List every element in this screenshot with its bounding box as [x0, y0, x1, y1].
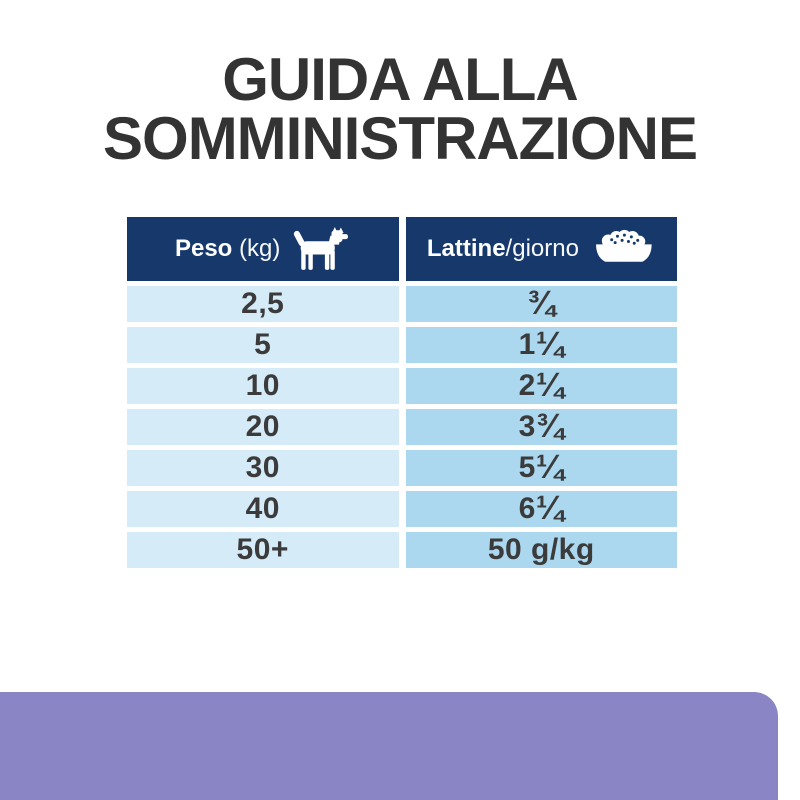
- title-line-2: SOMMINISTRAZIONE: [103, 105, 698, 172]
- cans-cell: 5 ¼: [405, 449, 677, 486]
- cans-cell: 50 g/kg: [405, 532, 677, 568]
- cans-cell: 2 ¼: [405, 367, 677, 404]
- weight-column: Peso (kg) 2,5 5 10 20 30 40 50+: [127, 217, 399, 573]
- cans-cell: 6 ¼: [405, 490, 677, 527]
- dog-icon: [294, 227, 349, 270]
- cans-label-rest: /giorno: [505, 235, 579, 262]
- cans-header-label: Lattine/giorno: [427, 235, 579, 263]
- purple-accent-band: [0, 692, 778, 800]
- weight-cell: 10: [127, 368, 399, 404]
- weight-column-header: Peso (kg): [127, 217, 399, 281]
- weight-cell: 2,5: [127, 286, 399, 322]
- cans-cell: ¾: [405, 285, 677, 322]
- title-line-1: GUIDA ALLA: [222, 46, 579, 113]
- weight-cell: 5: [127, 327, 399, 363]
- food-bowl-icon: [595, 229, 652, 262]
- weight-cell: 40: [127, 491, 399, 527]
- cans-label-bold: Lattine: [426, 235, 506, 262]
- weight-cell: 30: [127, 450, 399, 486]
- cans-column: Lattine/giorno: [405, 217, 677, 573]
- feeding-guide-table: Peso (kg) 2,5 5 10 20 30 40 50+ Latt: [127, 217, 677, 573]
- cans-column-header: Lattine/giorno: [405, 217, 677, 281]
- weight-header-label: Peso (kg): [175, 235, 280, 263]
- weight-label-bold: Peso: [174, 235, 233, 262]
- weight-unit-label: (kg): [232, 235, 281, 262]
- page-title: GUIDA ALLA SOMMINISTRAZIONE: [0, 46, 800, 172]
- weight-cell: 20: [127, 409, 399, 445]
- cans-cell: 3 ¾: [405, 408, 677, 445]
- weight-cell: 50+: [127, 532, 399, 568]
- cans-cell: 1 ¼: [405, 326, 677, 363]
